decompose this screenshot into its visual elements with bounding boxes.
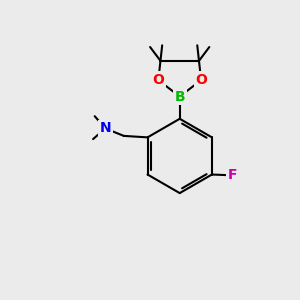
Text: B: B	[174, 89, 185, 103]
Text: O: O	[152, 73, 164, 87]
Text: O: O	[195, 73, 207, 87]
Text: N: N	[100, 122, 111, 136]
Text: F: F	[227, 168, 237, 182]
